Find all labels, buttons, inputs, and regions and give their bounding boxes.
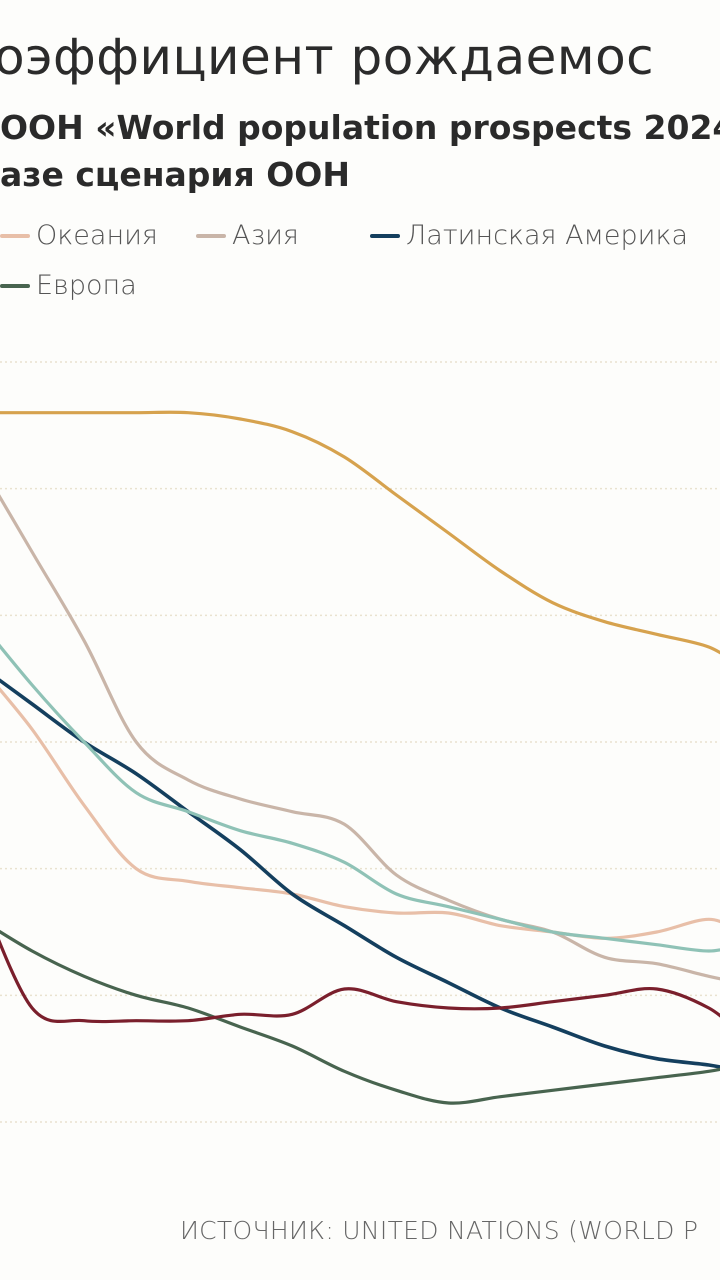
legend-swatch-europe — [0, 283, 30, 288]
legend-swatch-oceania — [0, 233, 30, 238]
series-line-northam — [0, 643, 720, 953]
legend-swatch-asia — [196, 233, 226, 238]
legend-item-oceania: Океания — [0, 220, 158, 251]
series-line-asia — [0, 494, 720, 981]
series-line-europe — [0, 929, 720, 1105]
series-line-latam — [0, 678, 720, 1069]
grid-lines — [0, 361, 720, 1123]
legend-item-latam: Латинская Америка — [370, 220, 688, 251]
series-line-oceania — [0, 687, 720, 940]
series-lines — [0, 410, 720, 1105]
chart-title: оэффициент рождаемос — [0, 28, 655, 86]
legend-item-europe: Европа — [0, 270, 137, 301]
subtitle-line-2: азе сценария ООН — [0, 155, 350, 194]
subtitle-line-1: ООН «World population prospects 2024 — [0, 108, 720, 147]
legend-label-oceania: Океания — [36, 220, 158, 251]
legend-swatch-latam — [370, 233, 400, 238]
series-line-other — [0, 939, 720, 1024]
legend-item-asia: Азия — [196, 220, 299, 251]
source-note: ИСТОЧНИК: UNITED NATIONS (WORLD P — [180, 1216, 699, 1245]
legend-label-latam: Латинская Америка — [406, 220, 689, 251]
chart-subtitle: ООН «World population prospects 2024 азе… — [0, 104, 720, 198]
series-line-africa — [0, 410, 720, 655]
legend-label-asia: Азия — [232, 220, 299, 251]
legend-label-europe: Европа — [36, 270, 137, 301]
